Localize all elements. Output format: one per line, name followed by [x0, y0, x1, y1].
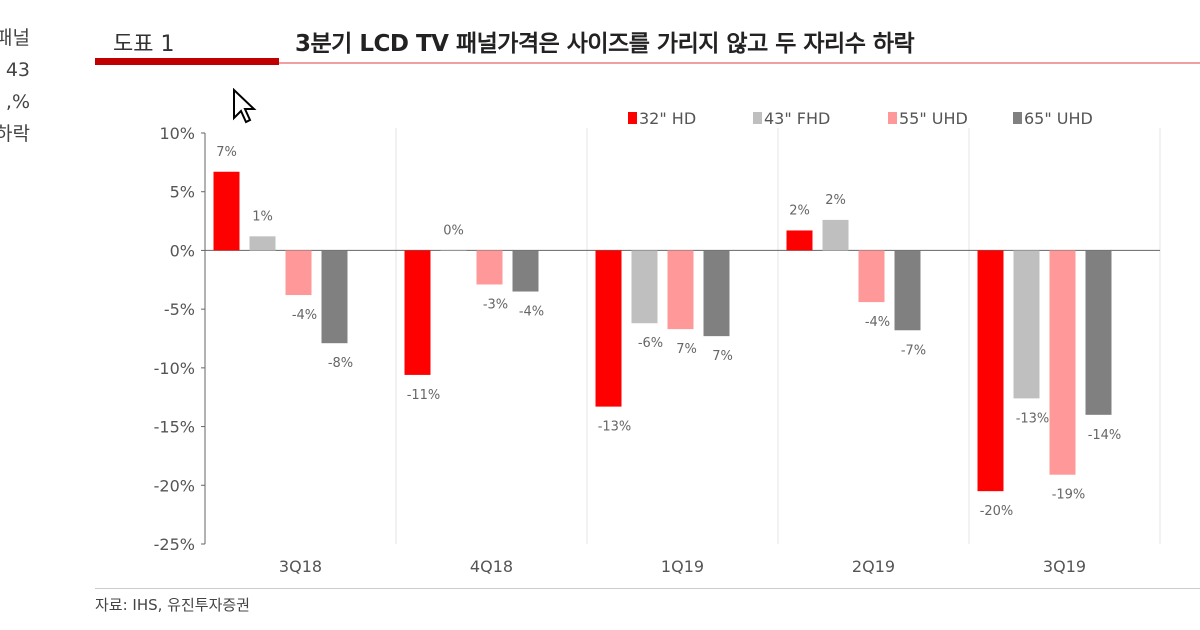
- legend-label: 65" UHD: [1024, 109, 1093, 128]
- bar-3Q19-0: [977, 250, 1004, 492]
- bar-1Q19-0: [595, 250, 622, 407]
- data-label: -4%: [865, 315, 890, 330]
- mouse-cursor-icon: [233, 88, 257, 124]
- x-tick-label: 3Q18: [279, 557, 322, 576]
- bar-1Q19-1: [631, 250, 658, 324]
- data-label: -20%: [980, 504, 1014, 519]
- data-label: -13%: [598, 420, 632, 435]
- data-label: 1%: [252, 209, 273, 224]
- source-divider: [95, 588, 1200, 589]
- figure-label: 도표 1: [113, 32, 175, 57]
- legend-swatch: [888, 112, 897, 124]
- side-text-line: 43: [5, 59, 30, 81]
- data-label: 7%: [676, 342, 697, 357]
- header-rule-accent: [95, 58, 279, 65]
- bar-1Q19-3: [703, 250, 730, 337]
- data-label: -14%: [1088, 428, 1122, 443]
- bar-2Q19-0: [786, 230, 813, 251]
- data-label: 2%: [825, 193, 846, 208]
- y-tick-label: -20%: [154, 476, 195, 495]
- data-label: -6%: [638, 336, 663, 351]
- side-text-line: 패널: [0, 27, 30, 49]
- data-label: -4%: [292, 308, 317, 323]
- legend-label: 32" HD: [639, 109, 696, 128]
- data-label: -4%: [519, 305, 544, 320]
- bar-3Q19-2: [1049, 250, 1076, 475]
- bar-2Q19-3: [894, 250, 921, 331]
- data-label: -19%: [1052, 488, 1086, 503]
- bar-3Q18-3: [321, 250, 348, 344]
- bar-3Q18-0: [213, 171, 240, 251]
- bar-2Q19-1: [822, 219, 849, 251]
- data-label: -3%: [483, 297, 508, 312]
- bar-1Q19-2: [667, 250, 694, 330]
- y-tick-label: -5%: [164, 300, 195, 319]
- x-tick-label: 3Q19: [1043, 557, 1086, 576]
- legend-label: 55" UHD: [899, 109, 968, 128]
- bar-3Q18-2: [285, 250, 312, 296]
- side-text-line: 하락: [0, 123, 30, 145]
- y-tick-label: -10%: [154, 359, 195, 378]
- bar-2Q19-2: [858, 250, 885, 303]
- x-tick-label: 1Q19: [661, 557, 704, 576]
- side-text-line: %,: [5, 91, 30, 113]
- data-label: 0%: [443, 223, 464, 238]
- bar-3Q18-1: [249, 236, 276, 251]
- x-tick-label: 4Q18: [470, 557, 513, 576]
- cropped-side-text: 패널 43 %, 하락: [0, 22, 30, 150]
- bar-4Q18-0: [404, 250, 431, 375]
- y-tick-label: 0%: [170, 241, 195, 260]
- chart-header: 도표 1 3분기 LCD TV 패널가격은 사이즈를 가리지 않고 두 자리수 …: [95, 22, 1200, 66]
- legend-swatch: [628, 112, 637, 124]
- y-tick-label: 10%: [159, 124, 195, 143]
- source-note: 자료: IHS, 유진투자증권: [95, 596, 250, 614]
- data-label: -8%: [328, 356, 353, 371]
- legend-swatch: [1013, 112, 1022, 124]
- data-label: 7%: [712, 349, 733, 364]
- chart-title: 3분기 LCD TV 패널가격은 사이즈를 가리지 않고 두 자리수 하락: [295, 31, 915, 57]
- bar-4Q18-3: [512, 250, 539, 292]
- bar-4Q18-2: [476, 250, 503, 285]
- bar-4Q18-1: [440, 250, 467, 251]
- data-label: 2%: [789, 203, 810, 218]
- data-label: 7%: [216, 145, 237, 160]
- data-label: -13%: [1016, 411, 1050, 426]
- header-rule: [279, 62, 1200, 64]
- legend-label: 43" FHD: [764, 109, 830, 128]
- data-label: -7%: [901, 343, 926, 358]
- bar-3Q19-3: [1085, 250, 1112, 415]
- y-tick-label: -15%: [154, 418, 195, 437]
- y-tick-label: -25%: [154, 535, 195, 554]
- y-tick-label: 5%: [170, 183, 195, 202]
- bar-3Q19-1: [1013, 250, 1040, 399]
- data-label: -11%: [407, 388, 441, 403]
- x-tick-label: 2Q19: [852, 557, 895, 576]
- legend-swatch: [753, 112, 762, 124]
